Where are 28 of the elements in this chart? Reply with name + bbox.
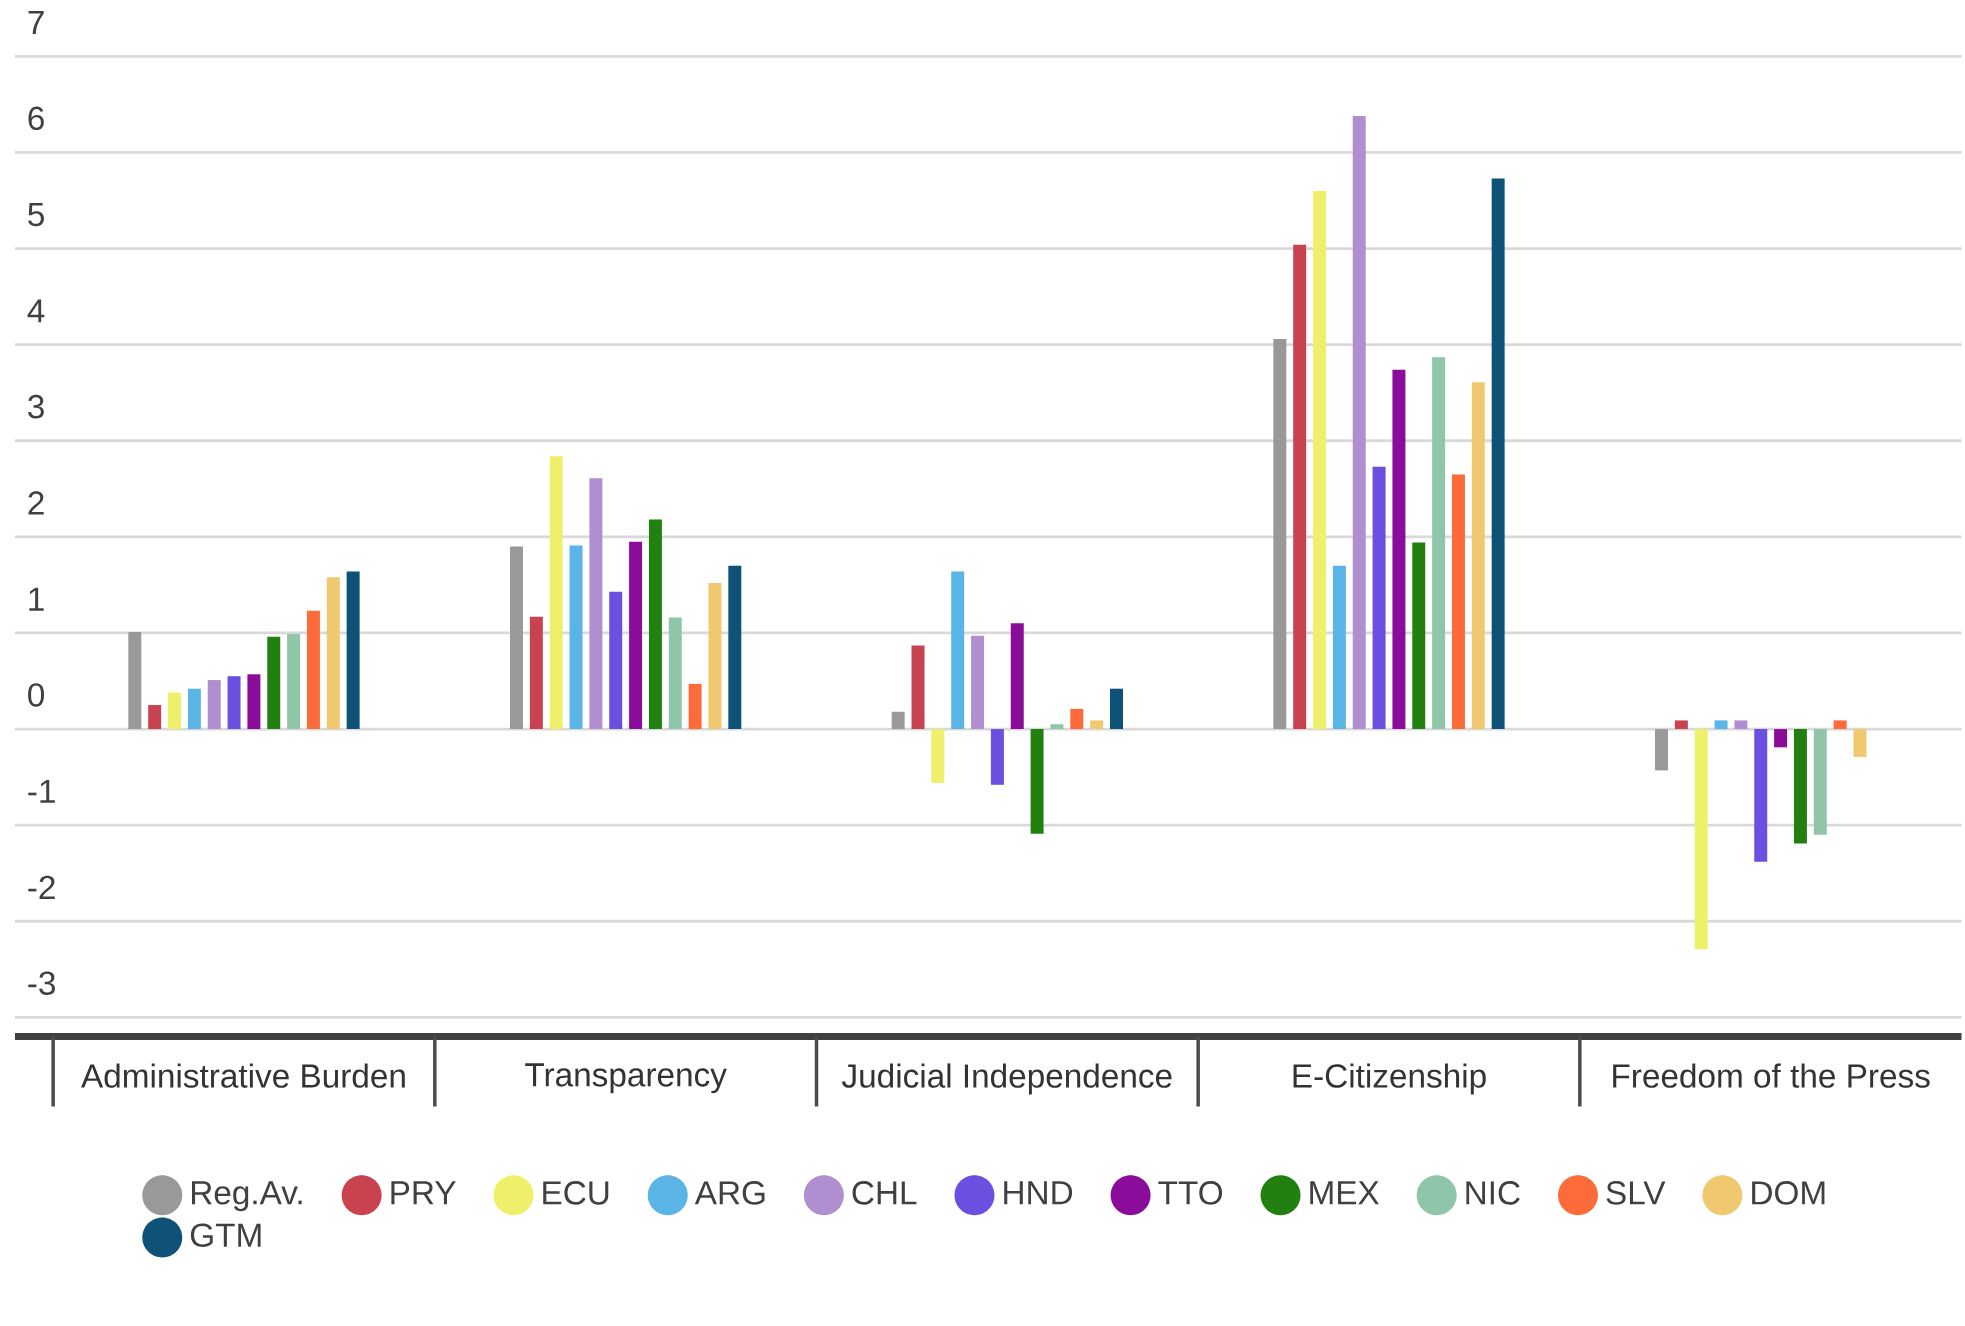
legend-label: DOM <box>1752 1181 1825 1205</box>
legend-label: SLV <box>1606 1181 1666 1205</box>
legend-label: PRY <box>391 1181 456 1205</box>
y-tick-label: 0 <box>28 683 45 707</box>
y-tick-label: 7 <box>28 11 44 34</box>
y-tick-label: 3 <box>28 394 44 419</box>
y-tick-label: -3 <box>28 971 55 996</box>
x-tick-label: E-Citizenship <box>1293 1063 1486 1095</box>
y-tick-label: 4 <box>27 299 45 323</box>
legend-label: Reg.Av. <box>192 1181 302 1212</box>
legend-label: ECU <box>543 1181 609 1205</box>
y-tick-label: -2 <box>28 875 55 899</box>
legend-label: HND <box>1004 1181 1073 1205</box>
x-tick-label: Transparency <box>525 1063 727 1094</box>
y-tick-label: 1 <box>29 587 44 611</box>
y-tick-label: 5 <box>28 202 44 227</box>
legend-label: ARG <box>694 1181 765 1205</box>
legend-label: NIC <box>1466 1181 1520 1205</box>
legend-label: MEX <box>1310 1181 1380 1205</box>
y-tick-label: -1 <box>28 779 55 803</box>
x-tick-label: Administrative Burden <box>81 1063 405 1088</box>
x-tick-label: Freedom of the Press <box>1613 1063 1930 1088</box>
legend-label: GTM <box>190 1223 261 1247</box>
x-tick-label: Judicial Independence <box>841 1063 1172 1095</box>
legend-label: TTO <box>1158 1181 1223 1205</box>
y-tick-label: 2 <box>28 491 44 515</box>
y-tick-label: 6 <box>28 106 44 131</box>
legend-label: CHL <box>852 1181 917 1205</box>
